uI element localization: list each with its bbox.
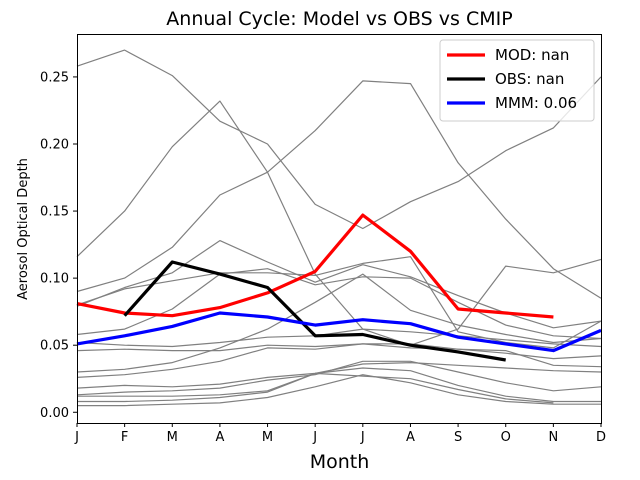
y-tick-label: 0.00 (40, 406, 69, 421)
legend-label-mmm: MMM: 0.06 (495, 94, 577, 112)
y-axis: 0.00 0.05 0.10 0.15 0.20 0.25 (40, 70, 77, 421)
cmip-series-line-14 (77, 372, 554, 404)
x-tick-label: J (74, 430, 79, 445)
cmip-series-line-3 (76, 80, 602, 299)
cmip-series-line-7 (76, 273, 602, 373)
cmip-series-line-13 (77, 367, 601, 403)
x-tick-label: D (596, 430, 606, 445)
y-axis-label: Aerosol Optical Depth (16, 158, 31, 300)
legend-box (439, 39, 595, 122)
x-tick-label: J (312, 430, 317, 445)
x-tick-label: A (406, 430, 415, 445)
x-axis-label: Month (310, 451, 370, 473)
legend-label-obs: OBS: nan (495, 70, 564, 88)
cmip-series-line-10 (76, 343, 602, 378)
mod-series-line (76, 213, 554, 319)
cmip-series-line-12 (76, 360, 602, 396)
x-tick-label: S (454, 430, 462, 445)
mmm-series-line (76, 311, 602, 353)
x-tick-label: O (501, 430, 511, 445)
cmip-series-line-1 (76, 49, 602, 230)
cmip-series-line-4 (76, 240, 602, 329)
cmip-lines (76, 49, 602, 407)
y-tick-label: 0.15 (40, 205, 69, 220)
y-tick-label: 0.05 (40, 339, 69, 354)
x-tick-label: A (215, 430, 224, 445)
chart-title: Annual Cycle: Model vs OBS vs CMIP (166, 8, 512, 30)
x-tick-label: M (167, 430, 178, 445)
cmip-series-line-5 (76, 256, 602, 349)
cmip-series-line-15 (77, 374, 601, 407)
cmip-series-line-8 (76, 328, 602, 348)
cmip-series-line-11 (76, 362, 602, 389)
cmip-series-line-9 (76, 343, 602, 360)
cmip-series-line-6 (76, 268, 602, 340)
y-tick-label: 0.25 (40, 70, 69, 85)
legend: MOD: nan OBS: nan MMM: 0.06 (439, 39, 595, 122)
cmip-series-line-2 (76, 100, 602, 346)
plot-frame (77, 34, 602, 424)
y-tick-label: 0.20 (40, 137, 69, 152)
obs-series-line (123, 260, 506, 362)
main-lines (76, 213, 602, 362)
legend-label-mod: MOD: nan (495, 46, 569, 64)
x-tick-label: F (121, 430, 128, 445)
x-tick-label: J (360, 430, 365, 445)
y-tick-label: 0.10 (40, 272, 69, 287)
x-tick-label: N (548, 430, 558, 445)
x-tick-label: M (262, 430, 273, 445)
